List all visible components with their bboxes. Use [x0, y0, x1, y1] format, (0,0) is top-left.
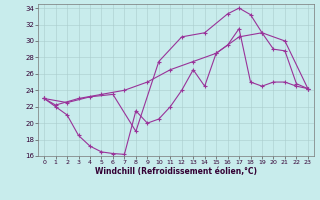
X-axis label: Windchill (Refroidissement éolien,°C): Windchill (Refroidissement éolien,°C): [95, 167, 257, 176]
